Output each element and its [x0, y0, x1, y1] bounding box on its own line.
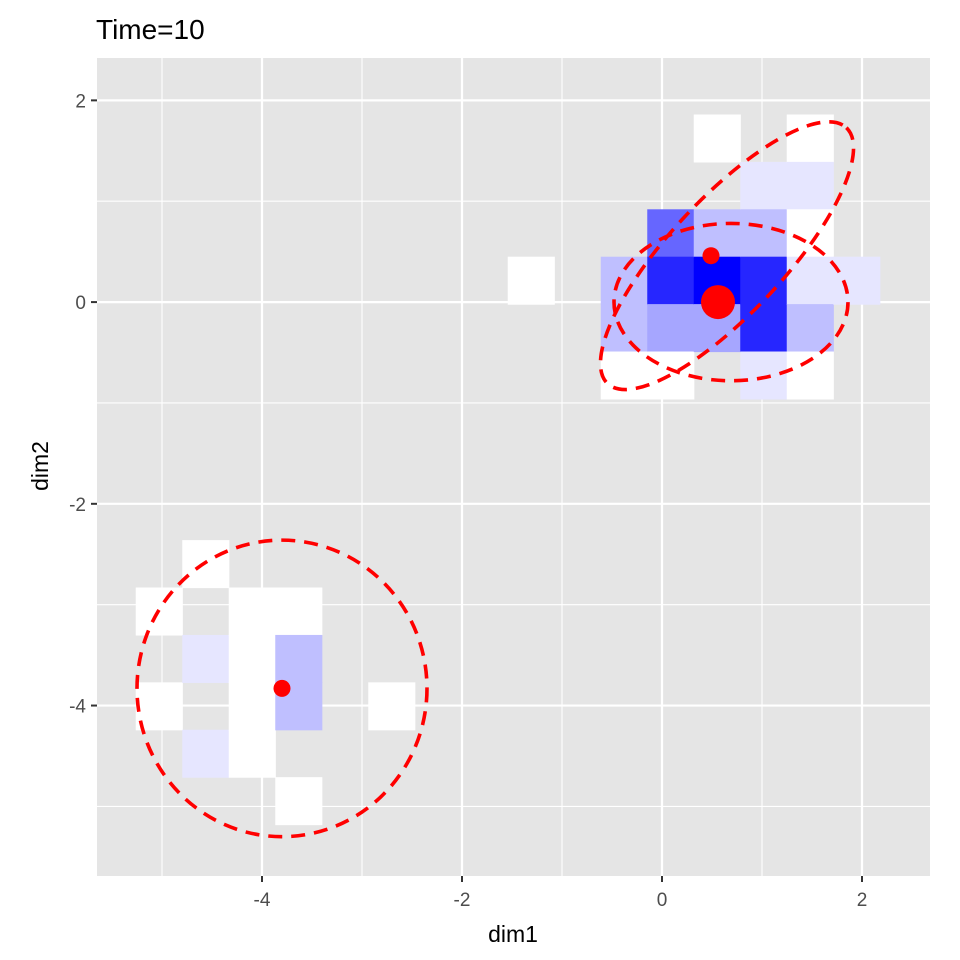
heatmap-tile — [693, 114, 741, 163]
heatmap-tile — [833, 256, 881, 305]
heatmap-tile — [693, 209, 741, 258]
heatmap-tile — [507, 256, 555, 305]
x-tick-label: 2 — [857, 890, 868, 911]
heatmap-tile — [600, 351, 648, 400]
heatmap-tile — [228, 634, 276, 683]
center-point — [273, 679, 291, 697]
x-axis-title: dim1 — [488, 921, 538, 947]
heatmap-tile — [740, 351, 788, 400]
heatmap-tile — [786, 161, 834, 210]
heatmap-tile — [740, 161, 788, 210]
heatmap-tile — [182, 729, 230, 778]
confidence-ellipse — [135, 538, 429, 839]
center-point — [702, 247, 720, 265]
heatmap-tile — [647, 256, 695, 305]
heatmap-tile — [368, 682, 416, 731]
heatmap-tile — [275, 587, 323, 636]
confidence-ellipse — [612, 221, 850, 383]
heatmap-tile — [786, 209, 834, 258]
center-point — [701, 285, 735, 320]
confidence-ellipses — [135, 120, 856, 839]
heatmap-tile — [647, 351, 695, 400]
heatmap-tile — [182, 634, 230, 683]
y-axis-title: dim2 — [27, 441, 53, 491]
heatmap-tile — [740, 209, 788, 258]
chart-title: Time=10 — [96, 14, 205, 45]
y-tick-label: -2 — [69, 495, 86, 516]
y-tick-label: 0 — [75, 293, 86, 314]
heatmap-tile — [135, 682, 183, 731]
heatmap-tile — [600, 256, 648, 305]
heatmap-tile — [275, 634, 323, 683]
heatmap-tile — [228, 729, 276, 778]
heatmap-tile — [228, 587, 276, 636]
heatmap-tile — [740, 256, 788, 305]
heatmap-tile — [786, 304, 834, 353]
heatmap-tile — [275, 777, 323, 826]
confidence-ellipse — [598, 120, 856, 392]
y-tick-label: 2 — [75, 91, 86, 112]
y-tick-label: -4 — [69, 697, 86, 718]
heatmap-tile — [740, 304, 788, 353]
x-tick-label: -4 — [254, 890, 271, 911]
axes: -4 -2 0 2 -4 -2 0 2 — [69, 91, 867, 911]
heatmap-tile — [786, 256, 834, 305]
x-tick-label: 0 — [657, 890, 668, 911]
heatmap-tile — [647, 304, 695, 353]
heatmap-tile — [786, 114, 834, 163]
heatmap-tile — [228, 682, 276, 731]
x-tick-label: -2 — [454, 890, 471, 911]
center-points — [273, 247, 735, 697]
